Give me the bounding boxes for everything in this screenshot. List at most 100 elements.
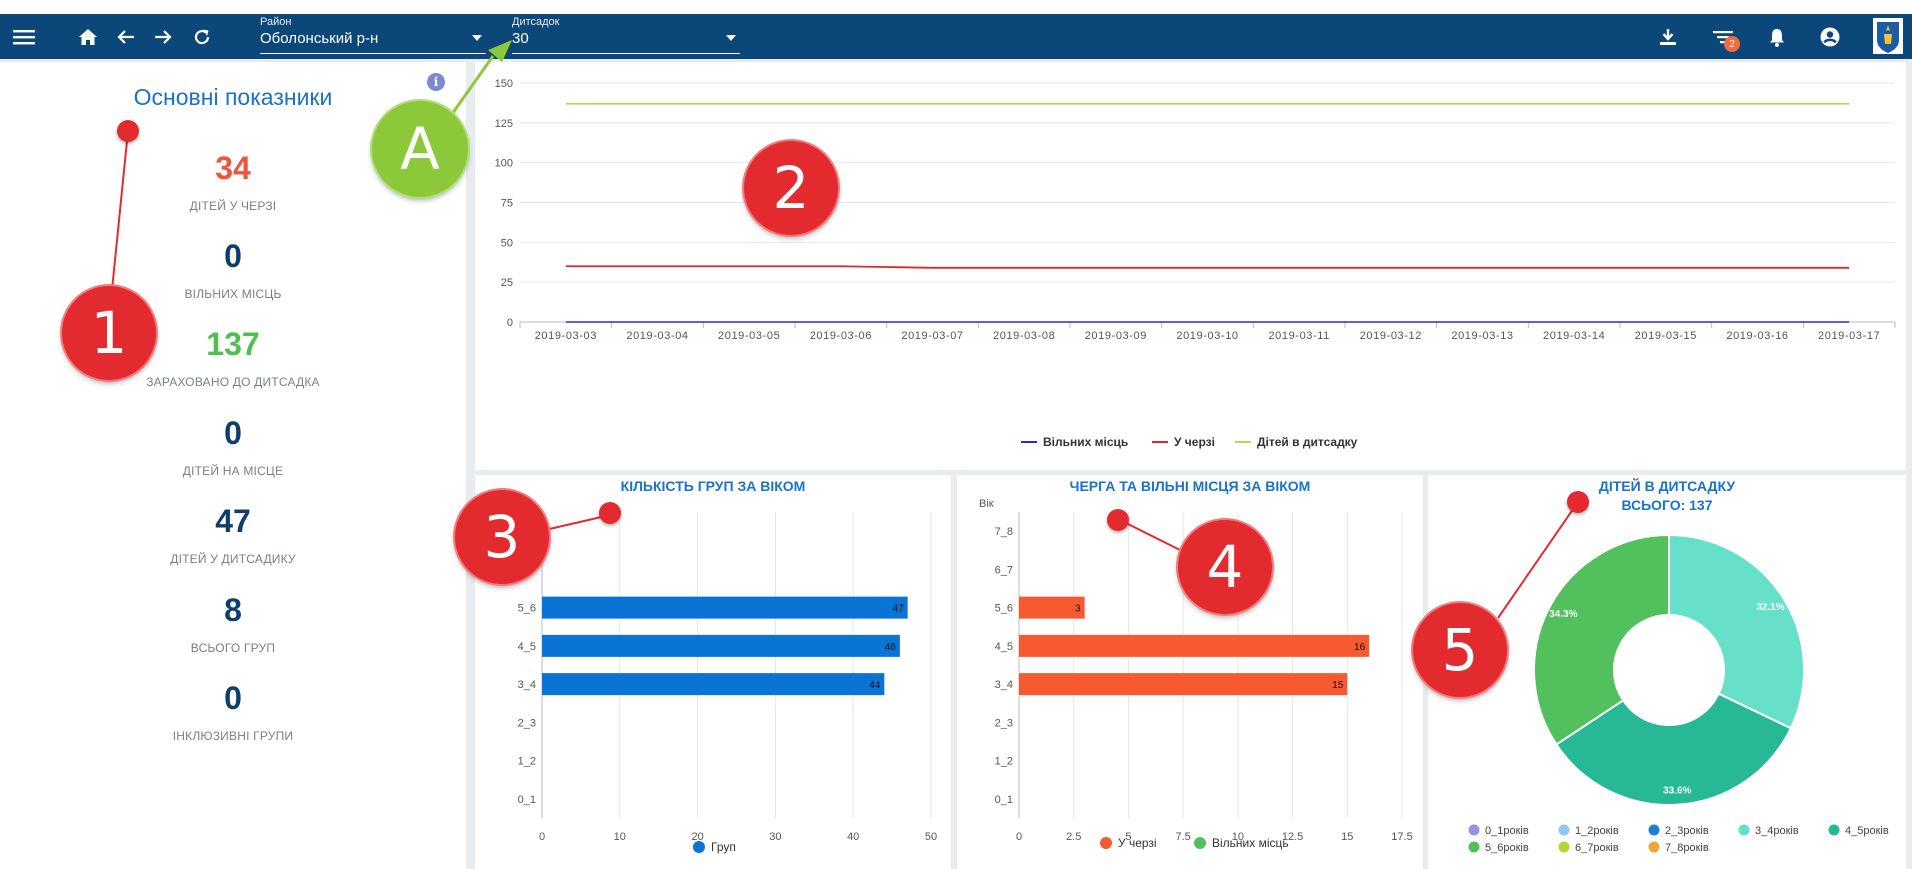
forward-arrow-icon[interactable] <box>148 22 178 52</box>
kpi-value: 0 <box>224 680 242 716</box>
slice-label: 32.1% <box>1756 602 1784 613</box>
y-tick-label: 3_4 <box>995 679 1013 691</box>
bar <box>1019 673 1348 696</box>
donut-slice <box>1555 692 1793 806</box>
legend-label: 6_7років <box>1575 842 1619 854</box>
y-tick-label: 4_5 <box>995 641 1013 653</box>
x-tick-label: 2019-03-16 <box>1726 330 1788 342</box>
annotation-marker-4: 4 <box>1178 520 1272 614</box>
annotation-dot <box>1107 509 1129 531</box>
kpi-per-place: 0 ДІТЕЙ НА МІСЦЕ <box>0 415 466 478</box>
x-tick-label: 2.5 <box>1066 831 1081 843</box>
y-tick-label: 3_4 <box>518 679 536 691</box>
legend-label: 0_1років <box>1485 825 1529 837</box>
x-tick-label: 2019-03-05 <box>718 330 780 342</box>
y-tick-label: 2_3 <box>518 717 536 729</box>
legend-swatch <box>1100 837 1112 849</box>
menu-icon[interactable] <box>9 22 39 52</box>
kpi-total-groups: 8 ВСЬОГО ГРУП <box>0 592 466 655</box>
x-tick-label: 2019-03-17 <box>1818 330 1880 342</box>
kindergarten-label: Дитсадок <box>512 16 560 28</box>
home-icon[interactable] <box>73 22 103 52</box>
legend-swatch <box>1558 824 1570 836</box>
legend-label: 3_4років <box>1755 825 1799 837</box>
info-icon[interactable]: i <box>427 73 445 91</box>
x-tick-label: 40 <box>847 831 859 843</box>
chart-title: КІЛЬКІСТЬ ГРУП ЗА ВІКОМ <box>620 478 806 494</box>
y-tick-label: 1_2 <box>518 756 536 768</box>
filter-icon[interactable]: 2 <box>1708 22 1740 52</box>
chevron-down-icon <box>472 35 482 41</box>
y-tick-label: 0_1 <box>518 794 536 806</box>
legend-label: Вільних місць <box>1212 836 1289 850</box>
legend-label: У черзі <box>1118 836 1157 850</box>
legend-swatch <box>1738 824 1750 836</box>
legend-label: 1_2років <box>1575 825 1619 837</box>
x-tick-label: 0 <box>539 831 545 843</box>
legend-label: 2_3років <box>1665 825 1709 837</box>
slice-label: 34.3% <box>1549 609 1577 620</box>
kpi-in-kindergarten: 47 ДІТЕЙ У ДИТСАДИКУ <box>0 503 466 566</box>
district-select[interactable]: Район Оболонський р-н <box>260 16 486 54</box>
x-tick-label: 2019-03-14 <box>1543 330 1605 342</box>
chart-title: ДІТЕЙ В ДИТСАДКУ <box>1598 478 1736 494</box>
y-tick-label: 6_7 <box>995 564 1013 576</box>
city-crest-icon <box>1871 17 1905 55</box>
x-tick-label: 2019-03-06 <box>810 330 872 342</box>
annotation-dot <box>599 502 621 524</box>
legend-swatch <box>1828 824 1840 836</box>
district-value: Оболонський р-н <box>260 30 379 47</box>
kpi-queue: 34 ДІТЕЙ У ЧЕРЗІ <box>0 150 466 213</box>
y-tick-label: 150 <box>495 78 513 90</box>
download-icon[interactable] <box>1653 22 1683 52</box>
groups-by-age-panel: КІЛЬКІСТЬ ГРУП ЗА ВІКОМ Вік010203040507_… <box>475 475 951 869</box>
data-label: 16 <box>1354 642 1366 653</box>
y-tick-label: 0_1 <box>995 794 1013 806</box>
x-tick-label: 10 <box>1232 831 1244 843</box>
bar <box>542 596 908 619</box>
kpi-label: ДІТЕЙ У ЧЕРЗІ <box>189 199 277 213</box>
bar <box>1019 634 1370 657</box>
legend-label: 7_8років <box>1665 842 1709 854</box>
legend-label: Груп <box>711 840 736 854</box>
kindergarten-value: 30 <box>512 30 529 47</box>
annotation-dot <box>117 120 139 142</box>
x-tick-label: 2019-03-09 <box>1085 330 1147 342</box>
account-icon[interactable] <box>1815 22 1845 52</box>
y-tick-label: 1_2 <box>995 756 1013 768</box>
x-tick-label: 2019-03-12 <box>1360 330 1422 342</box>
kpi-enrolled: 137 ЗАРАХОВАНО ДО ДИТСАДКА <box>0 326 466 389</box>
kpi-value: 8 <box>224 592 242 628</box>
refresh-icon[interactable] <box>187 22 217 52</box>
y-tick-label: 7_8 <box>995 526 1013 538</box>
x-tick-label: 2019-03-04 <box>626 330 688 342</box>
line-chart-panel: 0 25 50 75 100 125 150 2019-03-03 2019-03-04 2019… <box>475 62 1906 470</box>
legend-swatch <box>1558 841 1570 853</box>
data-label: 47 <box>893 604 905 615</box>
chart-subtitle: ВСЬОГО: 137 <box>1621 497 1713 513</box>
x-tick-label: 2019-03-07 <box>901 330 963 342</box>
back-arrow-icon[interactable] <box>111 22 141 52</box>
kpi-panel: Основні показники i 34 ДІТЕЙ У ЧЕРЗІ 0 В… <box>0 62 466 869</box>
y-tick-label: 75 <box>501 198 513 210</box>
kpi-label: ЗАРАХОВАНО ДО ДИТСАДКА <box>146 375 320 389</box>
y-tick-label: 4_5 <box>518 641 536 653</box>
axis-title: Вік <box>979 498 994 510</box>
district-label: Район <box>260 16 292 28</box>
annotation-marker-a: A <box>372 101 468 197</box>
legend-label: Дітей в дитсадку <box>1257 435 1358 449</box>
kpi-value: 0 <box>224 238 242 274</box>
kpi-label: ВІЛЬНИХ МІСЦЬ <box>184 287 282 301</box>
legend-swatch <box>1468 841 1480 853</box>
x-tick-label: 30 <box>769 831 781 843</box>
kpi-label: ДІТЕЙ У ДИТСАДИКУ <box>170 552 296 566</box>
x-tick-label: 10 <box>614 831 626 843</box>
bell-icon[interactable] <box>1762 22 1792 52</box>
kindergarten-select[interactable]: Дитсадок 30 <box>512 16 740 54</box>
y-tick-label: 0 <box>507 317 513 329</box>
queue-bar-chart: Вік 0 2.5 5 7.5 10 12.5 15 17.5 7_8 6_7 5_6 3 4_5 16 3_… <box>979 498 1413 850</box>
annotation-marker-5: 5 <box>1413 603 1507 697</box>
chart-title: ЧЕРГА ТА ВІЛЬНІ МІСЦЯ ЗА ВІКОМ <box>1069 478 1311 494</box>
x-tick-label: 2019-03-08 <box>993 330 1055 342</box>
